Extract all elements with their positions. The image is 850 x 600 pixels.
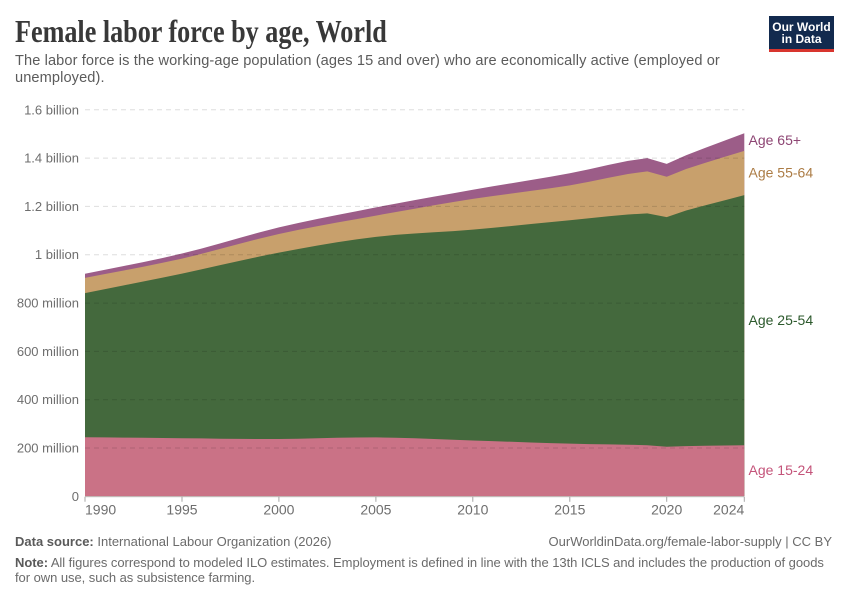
svg-text:1995: 1995 xyxy=(166,502,197,518)
svg-text:2005: 2005 xyxy=(360,502,391,518)
svg-text:Age 15-24: Age 15-24 xyxy=(749,462,814,478)
svg-text:1.4 billion: 1.4 billion xyxy=(24,151,79,166)
svg-text:1 billion: 1 billion xyxy=(35,247,79,262)
svg-text:1.6 billion: 1.6 billion xyxy=(24,102,79,117)
svg-text:Age 55-64: Age 55-64 xyxy=(749,165,814,181)
svg-text:400 million: 400 million xyxy=(17,392,79,407)
svg-text:1990: 1990 xyxy=(85,502,116,518)
svg-text:0: 0 xyxy=(72,489,79,504)
svg-text:2015: 2015 xyxy=(554,502,585,518)
svg-text:200 million: 200 million xyxy=(17,441,79,456)
svg-text:800 million: 800 million xyxy=(17,296,79,311)
svg-text:600 million: 600 million xyxy=(17,344,79,359)
svg-text:2020: 2020 xyxy=(651,502,682,518)
svg-text:2024: 2024 xyxy=(713,502,744,518)
svg-text:2010: 2010 xyxy=(457,502,488,518)
svg-text:1.2 billion: 1.2 billion xyxy=(24,199,79,214)
svg-text:Age 65+: Age 65+ xyxy=(749,132,802,148)
svg-text:2000: 2000 xyxy=(263,502,294,518)
svg-text:Age 25-54: Age 25-54 xyxy=(749,312,814,328)
